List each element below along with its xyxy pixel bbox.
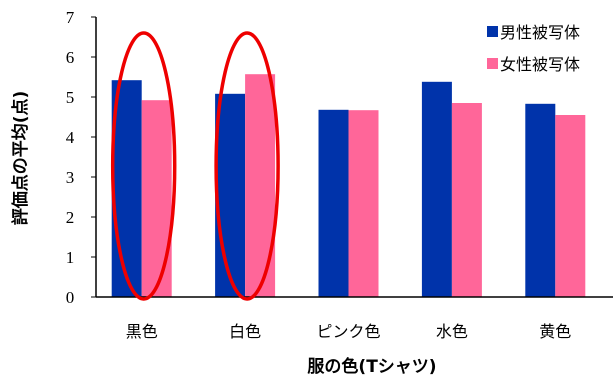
bar-female-2: [348, 110, 379, 297]
legend-label-1: 女性被写体: [500, 55, 580, 74]
x-axis-categories: 黒色 白色 ピンク色 水色 黄色: [126, 322, 572, 341]
x-category-label: 黒色: [126, 322, 158, 341]
y-tick-label: 1: [66, 248, 75, 267]
bars: [111, 74, 586, 297]
y-tick-label: 5: [66, 88, 75, 107]
y-tick-label: 4: [66, 128, 75, 147]
highlight-ellipses: [110, 31, 280, 301]
bar-female-4: [555, 115, 586, 297]
bar-male-4: [525, 103, 556, 297]
bar-male-3: [421, 81, 452, 297]
axes: [95, 17, 613, 298]
bar-male-0: [111, 80, 142, 297]
bar-male-2: [318, 109, 349, 297]
x-category-label: 白色: [229, 322, 261, 341]
highlight-ellipse-0: [110, 31, 177, 301]
y-axis-label: 評価点の平均(点): [10, 91, 31, 226]
x-axis-label: 服の色(Tシャツ): [307, 356, 436, 377]
bar-male-1: [215, 93, 246, 297]
legend-label-0: 男性被写体: [500, 23, 580, 42]
x-category-label: 黄色: [539, 322, 571, 341]
y-tick-label: 3: [66, 168, 75, 187]
bar-female-3: [451, 103, 482, 297]
x-category-label: ピンク色: [316, 322, 380, 341]
legend-swatch-1: [487, 58, 498, 69]
bar-female-0: [141, 100, 172, 297]
highlight-ellipse-1: [214, 31, 280, 301]
bar-female-1: [245, 74, 276, 297]
x-category-label: 水色: [436, 322, 468, 341]
y-axis-ticks: 0 1 2 3 4 5 6 7: [66, 8, 96, 307]
legend-swatch-0: [487, 26, 498, 37]
y-tick-label: 7: [66, 8, 75, 27]
y-tick-label: 2: [66, 208, 75, 227]
y-tick-label: 0: [66, 288, 75, 307]
y-tick-label: 6: [66, 48, 75, 67]
